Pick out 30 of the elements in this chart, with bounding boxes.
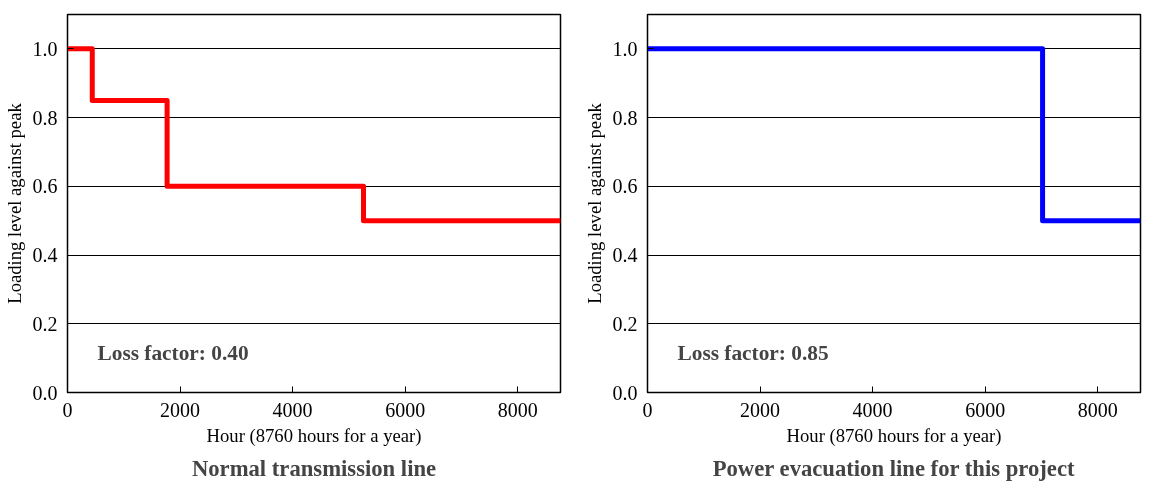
x-tick-label: 8000 (1077, 398, 1118, 421)
x-tick-label: 8000 (497, 398, 538, 421)
text: Normal transmission line (191, 455, 437, 481)
y-tick-label: 0.8 (612, 106, 638, 129)
x-tick-label: 2000 (160, 398, 201, 421)
x-axis-title: Hour (8760 hours for a year) (206, 424, 422, 447)
x-tick-label: 6000 (385, 398, 426, 421)
y-tick-label: 0.2 (612, 312, 638, 335)
y-tick-label: 0.0 (32, 381, 58, 404)
y-tick-label: 1.0 (612, 37, 638, 60)
x-tick-label: 0 (62, 398, 73, 421)
x-axis-title: Hour (8760 hours for a year) (786, 424, 1002, 447)
annotation: Loss factor: 0.85 (677, 340, 829, 365)
x-tick-label: 4000 (852, 398, 893, 421)
annotation: Loss factor: 0.40 (97, 340, 249, 365)
y-tick-label: 0.6 (612, 175, 638, 198)
y-tick-label: 0.6 (32, 175, 58, 198)
y-tick-label: 0.4 (612, 244, 638, 267)
y-tick-label: 0.4 (32, 244, 58, 267)
x-tick-label: 4000 (272, 398, 313, 421)
x-tick-label: 6000 (965, 398, 1006, 421)
y-axis-title: Loading level against peak (3, 102, 25, 304)
text: Power evacuation line for this project (712, 455, 1075, 481)
y-tick-label: 0.0 (612, 381, 638, 404)
y-tick-label: 0.8 (32, 106, 58, 129)
y-tick-label: 1.0 (32, 37, 58, 60)
x-tick-label: 2000 (740, 398, 781, 421)
x-tick-label: 0 (642, 398, 653, 421)
y-axis-title: Loading level against peak (583, 102, 605, 304)
y-tick-label: 0.2 (32, 312, 58, 335)
